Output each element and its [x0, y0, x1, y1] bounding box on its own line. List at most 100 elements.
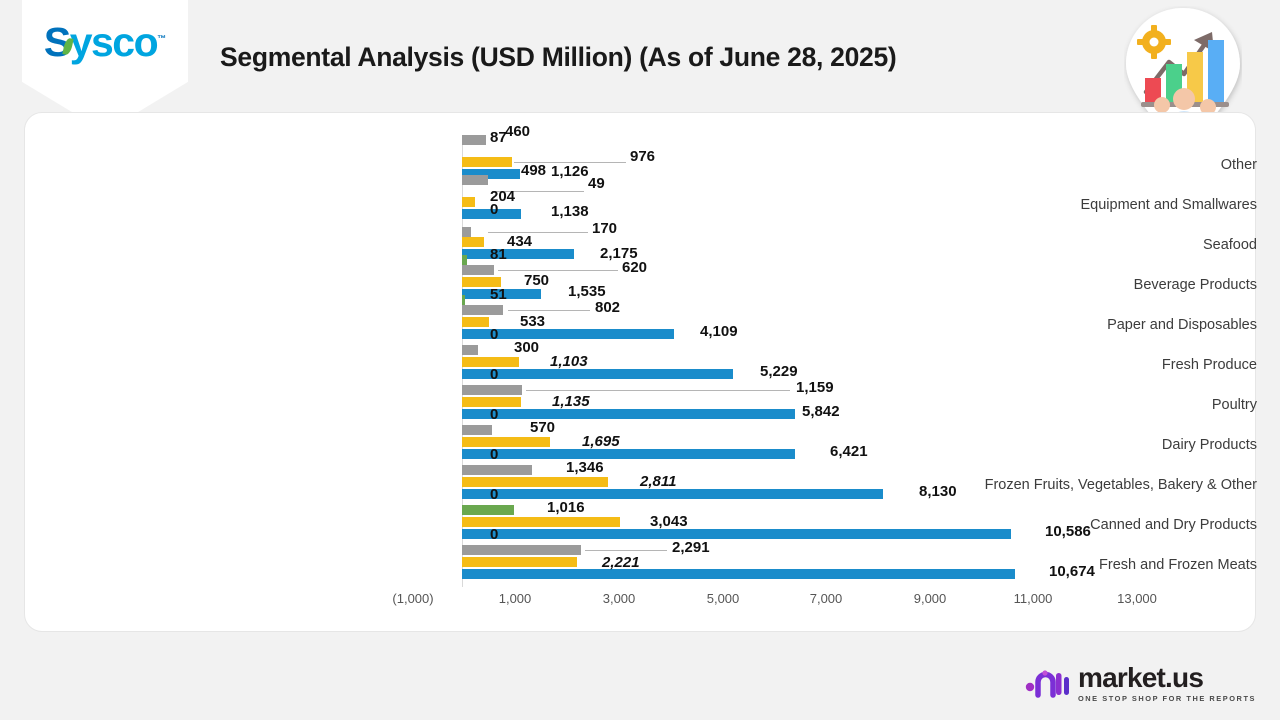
bar-paper-series4[interactable] [462, 329, 674, 339]
bar-group-other[interactable]: 87 460 976 1,126 [462, 123, 1162, 180]
bar-seafood-series4[interactable] [462, 249, 574, 259]
header-bar: Sysco™ Segmental Analysis (USD Million) … [0, 0, 1280, 154]
bar-group-dairy-products[interactable]: 0 570 1,695 6,421 [462, 406, 1162, 460]
bar-meats-series4[interactable] [462, 569, 1015, 579]
leader-line-paper-series2 [508, 310, 590, 311]
bar-dairy-series4[interactable] [462, 449, 795, 459]
bar-poultry-series3[interactable] [462, 397, 521, 407]
bar-group-beverage-products[interactable]: 81 620 750 1,535 [462, 246, 1162, 300]
value-label-dairy-series2: 570 [530, 419, 556, 436]
bar-paper-series1[interactable] [462, 295, 465, 305]
bar-equipment-series4[interactable] [462, 209, 521, 219]
sysco-logo-ysco: ysco [69, 19, 159, 65]
bar-seafood-series3[interactable] [462, 237, 484, 247]
bar-beverage-series4[interactable] [462, 289, 541, 299]
bar-beverage-series2[interactable] [462, 265, 494, 275]
bar-canned-series2[interactable] [462, 505, 514, 515]
value-label-poultry-series3: 1,135 [552, 393, 590, 410]
value-label-canned-series2: 1,016 [547, 499, 585, 516]
value-label-paper-series3: 533 [520, 313, 546, 330]
value-label-paper-series1: 51 [490, 286, 507, 303]
bar-poultry-series4[interactable] [462, 409, 795, 419]
bar-paper-series2[interactable] [462, 305, 503, 315]
bar-equipment-series2[interactable] [462, 175, 488, 185]
category-label-equipment-and-smallwares: Equipment and Smallwares [1080, 197, 1257, 213]
category-label-fresh-and-frozen-meats: Fresh and Frozen Meats [1099, 557, 1257, 573]
bar-frozen-series4[interactable] [462, 489, 883, 499]
leader-line-meats-series2 [585, 550, 667, 551]
leader-line-seafood-series2 [488, 232, 588, 233]
bar-group-fresh-produce[interactable]: 0 300 1,103 5,229 [462, 326, 1162, 380]
xtick-7000: 7,000 [809, 591, 843, 606]
category-label-other: Other [1220, 157, 1257, 173]
value-label-meats-series4: 10,674 [1049, 563, 1095, 580]
leader-line-beverage-series2 [498, 270, 618, 271]
bar-fresh-produce-series2[interactable] [462, 345, 478, 355]
bar-group-canned-and-dry-products[interactable]: 0 1,016 3,043 10,586 [462, 486, 1162, 540]
category-label-frozen-fruits-vegetables-bakery-and-other: Frozen Fruits, Vegetables, Bakery & Othe… [984, 477, 1257, 493]
value-label-beverage-series1: 81 [490, 246, 507, 263]
marketus-logo[interactable]: market.us ONE STOP SHOP FOR THE REPORTS [1025, 661, 1256, 702]
xtick-minus-1000: (1,000) [392, 591, 434, 606]
value-label-equipment-series1: 204 [490, 188, 516, 205]
value-label-dairy-series4: 6,421 [830, 443, 868, 460]
bar-fresh-produce-series4[interactable] [462, 369, 733, 379]
marketus-brand: market [1077, 661, 1166, 693]
category-label-beverage-products: Beverage Products [1133, 277, 1257, 293]
bar-other-series4[interactable] [462, 169, 520, 179]
bar-other-series2[interactable] [462, 135, 486, 145]
bar-dairy-series2[interactable] [462, 425, 492, 435]
page-title: Segmental Analysis (USD Million) (As of … [220, 42, 897, 72]
bar-paper-series3[interactable] [462, 317, 489, 327]
value-label-other-series2: 460 [505, 123, 531, 140]
bar-meats-series2[interactable] [462, 545, 581, 555]
bar-canned-series3[interactable] [462, 517, 620, 527]
value-label-paper-series4: 4,109 [700, 323, 738, 340]
value-label-dairy-series3: 1,695 [582, 433, 620, 450]
category-label-fresh-produce: Fresh Produce [1161, 357, 1257, 373]
bar-beverage-series3[interactable] [462, 277, 501, 287]
chart-card: Other Equipment and Smallwares Seafood B… [24, 112, 1257, 633]
value-label-other-series4: 1,126 [551, 163, 589, 180]
marketus-dot: . [1165, 661, 1173, 693]
bar-beverage-series1[interactable] [462, 255, 467, 265]
xtick-1000: 1,000 [498, 591, 532, 606]
value-label-seafood-series2: 170 [592, 220, 618, 237]
value-label-frozen-series3: 2,811 [640, 473, 677, 490]
xtick-9000: 9,000 [913, 591, 947, 606]
bar-group-poultry[interactable]: 0 1,159 1,135 5,842 [462, 366, 1162, 420]
bar-seafood-series2[interactable] [462, 227, 471, 237]
bar-fresh-produce-series3[interactable] [462, 357, 519, 367]
bar-group-equipment-and-smallwares[interactable]: 498 49 204 1,138 [462, 162, 1162, 220]
value-label-frozen-series2: 1,346 [566, 459, 604, 476]
value-label-poultry-series4: 5,842 [802, 403, 840, 420]
bar-poultry-series2[interactable] [462, 385, 522, 395]
bar-other-series3[interactable] [462, 157, 512, 167]
bar-frozen-series3[interactable] [462, 477, 608, 487]
bar-group-paper-and-disposables[interactable]: 51 802 533 4,109 [462, 286, 1162, 340]
value-label-seafood-series3: 434 [507, 233, 533, 250]
value-label-meats-series3: 2,221 [602, 554, 640, 571]
value-label-canned-series1: 0 [490, 486, 499, 503]
segmental-analysis-bar-chart: Other Equipment and Smallwares Seafood B… [25, 113, 1257, 633]
value-label-other-series3: 976 [630, 148, 656, 165]
value-label-frozen-series4: 8,130 [919, 483, 957, 500]
bar-group-seafood[interactable]: 0 170 434 2,175 [462, 201, 1162, 262]
bar-group-frozen-fruits-vegetables-bakery-and-other[interactable]: 0 1,346 2,811 8,130 [462, 446, 1162, 500]
value-label-poultry-series1: 0 [490, 366, 499, 383]
bar-dairy-series3[interactable] [462, 437, 550, 447]
marketus-tld: us [1172, 661, 1204, 693]
bar-equipment-series3[interactable] [462, 197, 475, 207]
value-label-canned-series4: 10,586 [1045, 523, 1091, 540]
value-label-dairy-series1: 0 [490, 406, 499, 423]
category-label-poultry: Poultry [1211, 397, 1257, 413]
category-label-dairy-products: Dairy Products [1161, 437, 1257, 453]
value-label-meats-series1: 0 [490, 526, 499, 543]
bar-canned-series4[interactable] [462, 529, 1011, 539]
bar-group-fresh-and-frozen-meats[interactable]: 0 2,291 2,221 10,674 [462, 526, 1162, 580]
value-label-equipment-series3: 49 [588, 175, 605, 192]
bar-meats-series3[interactable] [462, 557, 577, 567]
bar-frozen-series2[interactable] [462, 465, 532, 475]
value-label-seafood-series1: 0 [490, 201, 499, 218]
